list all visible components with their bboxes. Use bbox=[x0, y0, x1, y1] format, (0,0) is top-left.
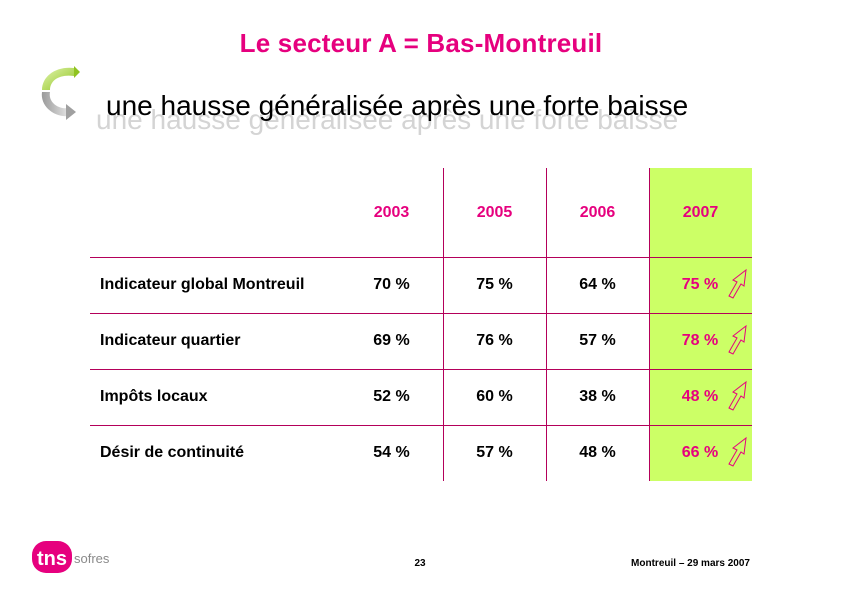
logo-sofres-text: sofres bbox=[74, 551, 110, 566]
subtitle-block: une hausse généralisée après une forte b… bbox=[96, 90, 800, 140]
table-cell-2007: 48 % bbox=[681, 388, 719, 405]
table-cell: 76 % bbox=[476, 332, 513, 349]
logo-tns-text: tns bbox=[37, 548, 67, 570]
table-cell-2007: 78 % bbox=[681, 332, 719, 349]
table-cell: 38 % bbox=[579, 388, 616, 405]
column-divider bbox=[546, 168, 547, 481]
table-cell: 57 % bbox=[579, 332, 616, 349]
table-cell: 54 % bbox=[373, 444, 410, 461]
tns-sofres-logo: tns sofres bbox=[32, 541, 110, 573]
table-cell: 52 % bbox=[373, 388, 410, 405]
row-label: Impôts locaux bbox=[100, 388, 208, 405]
table-cell-2007: 66 % bbox=[681, 444, 719, 461]
up-arrow-icon bbox=[728, 436, 747, 467]
column-header-year: 2005 bbox=[476, 204, 513, 221]
row-label: Désir de continuité bbox=[100, 444, 245, 461]
table-cell: 75 % bbox=[476, 276, 513, 293]
column-header-year: 2007 bbox=[682, 204, 719, 221]
slide-title: Le secteur A = Bas-Montreuil bbox=[239, 28, 603, 58]
up-arrow-icon bbox=[728, 268, 747, 299]
row-divider bbox=[90, 369, 752, 370]
subtitle-shadow: une hausse généralisée après une forte b… bbox=[96, 104, 679, 135]
up-arrow-icon bbox=[728, 380, 747, 411]
column-divider bbox=[649, 168, 650, 481]
swoosh-arrow-icon bbox=[41, 66, 80, 120]
slide-subtitle: une hausse généralisée après une forte b… bbox=[106, 90, 689, 121]
footer-date: Montreuil – 29 mars 2007 bbox=[631, 558, 750, 569]
page-number: 23 bbox=[414, 558, 426, 569]
table-cell-2007: 75 % bbox=[681, 276, 719, 293]
up-arrow-icon bbox=[728, 324, 747, 355]
table-cell: 70 % bbox=[373, 276, 410, 293]
table-cell: 69 % bbox=[373, 332, 410, 349]
row-divider bbox=[90, 425, 752, 426]
row-divider bbox=[90, 313, 752, 314]
table-cell: 60 % bbox=[476, 388, 513, 405]
row-label: Indicateur quartier bbox=[100, 332, 241, 349]
year-2007-highlight bbox=[649, 168, 752, 481]
column-header-year: 2003 bbox=[373, 204, 410, 221]
row-label: Indicateur global Montreuil bbox=[100, 276, 305, 293]
table-cell: 48 % bbox=[579, 444, 616, 461]
column-divider bbox=[443, 168, 444, 481]
table-cell: 57 % bbox=[476, 444, 513, 461]
table-cell: 64 % bbox=[579, 276, 616, 293]
column-header-year: 2006 bbox=[579, 204, 616, 221]
row-divider bbox=[90, 257, 752, 258]
